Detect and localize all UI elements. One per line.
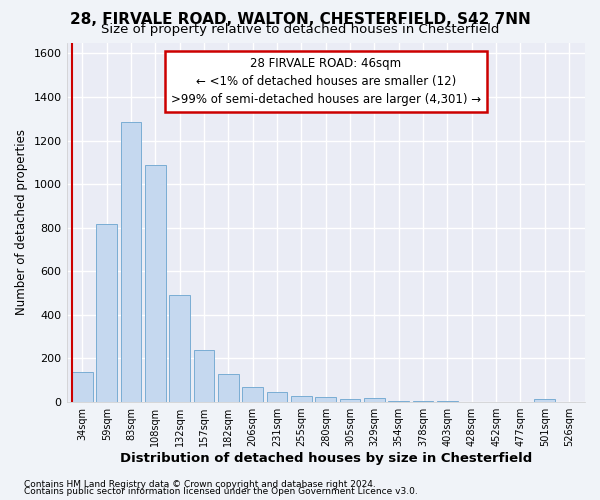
Text: Size of property relative to detached houses in Chesterfield: Size of property relative to detached ho… — [101, 22, 499, 36]
Bar — [72, 372, 93, 402]
Bar — [364, 398, 385, 402]
Bar — [291, 396, 312, 402]
Bar — [535, 399, 555, 402]
Bar — [340, 400, 361, 402]
Bar — [145, 164, 166, 402]
Bar — [97, 224, 117, 402]
Bar — [316, 396, 336, 402]
Text: 28 FIRVALE ROAD: 46sqm
← <1% of detached houses are smaller (12)
>99% of semi-de: 28 FIRVALE ROAD: 46sqm ← <1% of detached… — [171, 57, 481, 106]
Bar — [169, 296, 190, 402]
Text: Contains HM Land Registry data © Crown copyright and database right 2024.: Contains HM Land Registry data © Crown c… — [24, 480, 376, 489]
Y-axis label: Number of detached properties: Number of detached properties — [15, 130, 28, 316]
Bar — [194, 350, 214, 402]
Bar — [242, 387, 263, 402]
Bar — [121, 122, 142, 402]
X-axis label: Distribution of detached houses by size in Chesterfield: Distribution of detached houses by size … — [119, 452, 532, 465]
Bar — [267, 392, 287, 402]
Text: Contains public sector information licensed under the Open Government Licence v3: Contains public sector information licen… — [24, 488, 418, 496]
Bar — [388, 401, 409, 402]
Bar — [218, 374, 239, 402]
Text: 28, FIRVALE ROAD, WALTON, CHESTERFIELD, S42 7NN: 28, FIRVALE ROAD, WALTON, CHESTERFIELD, … — [70, 12, 530, 26]
